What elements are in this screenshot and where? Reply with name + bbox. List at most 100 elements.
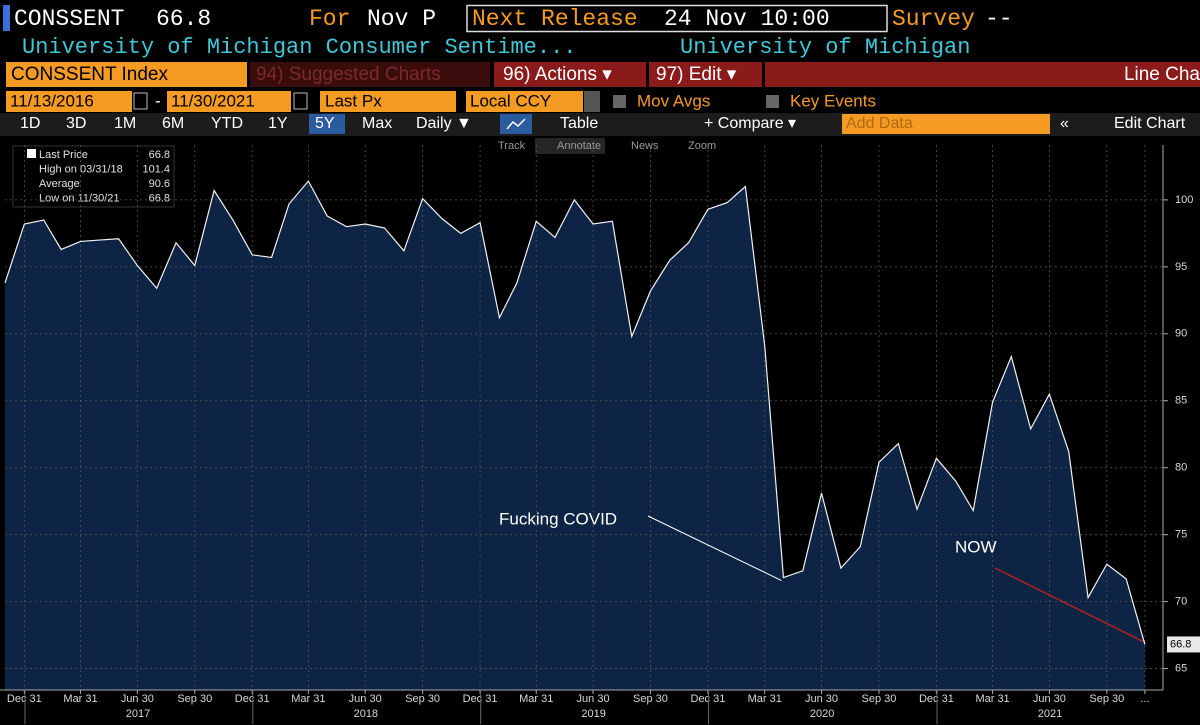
stat-label: Last Price bbox=[39, 149, 88, 161]
calendar-icon[interactable] bbox=[133, 92, 148, 110]
frequency[interactable]: Daily ▼ bbox=[416, 115, 472, 132]
key-events: Key Events bbox=[790, 91, 876, 110]
y-tick-label: 85 bbox=[1175, 395, 1187, 407]
x-tick-label: Sep 30 bbox=[1089, 693, 1124, 705]
annotation: NOW bbox=[955, 537, 997, 556]
x-tick-label: Dec 31 bbox=[235, 693, 270, 705]
x-tick-label: Sep 30 bbox=[405, 693, 440, 705]
y-tick-label: 95 bbox=[1175, 261, 1187, 273]
x-tick-label: Dec 31 bbox=[690, 693, 725, 705]
x-tick-label: Sep 30 bbox=[633, 693, 668, 705]
source: University of Michigan bbox=[680, 35, 970, 60]
x-tick-label: Sep 30 bbox=[177, 693, 212, 705]
y-tick-label: 80 bbox=[1175, 462, 1187, 474]
x-tick-label: Jun 30 bbox=[121, 693, 154, 705]
x-tick-label: Mar 31 bbox=[975, 693, 1009, 705]
end-field[interactable] bbox=[167, 91, 291, 112]
x-tick-label: Jun 30 bbox=[349, 693, 382, 705]
period-button[interactable]: 1Y bbox=[268, 115, 288, 132]
compare-button[interactable]: + Compare ▾ bbox=[704, 115, 796, 132]
calendar-icon[interactable] bbox=[293, 92, 308, 110]
year-label: 2020 bbox=[810, 708, 834, 720]
start-date: 11/13/2016 bbox=[10, 91, 94, 110]
checkbox[interactable] bbox=[613, 95, 626, 108]
x-tick-label: Mar 31 bbox=[63, 693, 97, 705]
period-button[interactable]: 6M bbox=[162, 115, 184, 132]
release-box bbox=[466, 4, 888, 33]
annotation-arrow bbox=[994, 567, 1144, 643]
period-button[interactable]: 1M bbox=[114, 115, 136, 132]
last-value-label: 66.8 bbox=[1170, 638, 1191, 650]
y-tick-label: 65 bbox=[1175, 662, 1187, 674]
field: Last Px bbox=[325, 91, 382, 110]
actions: 96) Actions ▾ bbox=[503, 64, 612, 85]
x-tick-label: Dec 31 bbox=[919, 693, 954, 705]
stat-label: Average bbox=[39, 178, 80, 190]
chart-tool[interactable]: News bbox=[631, 140, 659, 152]
area bbox=[5, 181, 1145, 690]
edit: 97) Edit ▾ bbox=[656, 64, 737, 85]
date-dash: - bbox=[155, 91, 161, 110]
x-tick-label: ... bbox=[1140, 693, 1149, 705]
mov-avgs: Mov Avgs bbox=[637, 91, 710, 110]
edit-chart[interactable]: Edit Chart bbox=[1114, 115, 1186, 132]
collapse[interactable]: « bbox=[1060, 115, 1069, 132]
annotation-arrow bbox=[647, 515, 782, 581]
chart-type: Line Cha bbox=[1124, 64, 1200, 85]
period-button[interactable]: Max bbox=[362, 115, 392, 132]
last-value-box bbox=[1167, 636, 1200, 653]
x-tick-label: Dec 31 bbox=[7, 693, 42, 705]
field-select[interactable] bbox=[320, 91, 456, 112]
x-tick-label: Sep 30 bbox=[862, 693, 897, 705]
security: CONSSENT Index bbox=[11, 64, 168, 85]
description: University of Michigan Consumer Sentime.… bbox=[22, 35, 577, 60]
legend-swatch bbox=[27, 149, 36, 158]
checkbox[interactable] bbox=[766, 95, 779, 108]
cursor-block bbox=[3, 5, 10, 31]
period-button[interactable]: 1D bbox=[20, 115, 40, 132]
period-button[interactable]: 3D bbox=[66, 115, 86, 132]
chart-tool[interactable]: Annotate bbox=[557, 140, 601, 152]
year-label: 2021 bbox=[1038, 708, 1062, 720]
suggested: 94) Suggested Charts bbox=[256, 64, 441, 85]
dropdown-arrow[interactable] bbox=[584, 91, 600, 112]
add-data-field[interactable] bbox=[842, 114, 1050, 134]
currency-select[interactable] bbox=[466, 91, 583, 112]
stat-value: 66.8 bbox=[149, 149, 170, 161]
edit-button[interactable] bbox=[649, 62, 762, 87]
period-button[interactable]: 5Y bbox=[315, 115, 335, 132]
actions-button[interactable] bbox=[494, 62, 646, 87]
suggested-button[interactable] bbox=[250, 62, 490, 87]
tool-highlight bbox=[535, 138, 605, 154]
line-icon bbox=[506, 118, 526, 130]
period-selected bbox=[309, 114, 345, 134]
year-label: 2017 bbox=[126, 708, 150, 720]
year-label: 2018 bbox=[354, 708, 378, 720]
security-field[interactable] bbox=[6, 62, 247, 87]
start-field[interactable] bbox=[6, 91, 132, 112]
release-label: Next Release bbox=[472, 6, 638, 32]
line bbox=[4, 180, 1146, 645]
table-button[interactable]: Table bbox=[560, 115, 598, 132]
for-label: For bbox=[309, 6, 350, 32]
end-date: 11/30/2021 bbox=[171, 91, 255, 110]
stat-value: 66.8 bbox=[149, 192, 170, 204]
y-tick-label: 75 bbox=[1175, 529, 1187, 541]
x-tick-label: Mar 31 bbox=[291, 693, 325, 705]
y-tick-label: 100 bbox=[1175, 194, 1193, 206]
stat-label: Low on 11/30/21 bbox=[39, 192, 120, 204]
chart: Track Annotate News Zoom Last Price 66.8 High … bbox=[0, 138, 1200, 724]
period-button[interactable]: YTD bbox=[211, 115, 243, 132]
ticker: CONSSENT bbox=[14, 6, 124, 32]
chart-tool[interactable]: Track bbox=[498, 140, 526, 152]
y-tick-label: 70 bbox=[1175, 596, 1187, 608]
last-value: 66.8 bbox=[156, 6, 211, 32]
add-data: Add Data bbox=[846, 115, 913, 132]
x-tick-label: Dec 31 bbox=[463, 693, 498, 705]
x-tick-label: Jun 30 bbox=[577, 693, 610, 705]
survey-label: Survey bbox=[892, 6, 975, 32]
chart-tool[interactable]: Zoom bbox=[688, 140, 716, 152]
period: Nov P bbox=[367, 6, 436, 32]
release-time: 24 Nov 10:00 bbox=[664, 6, 830, 32]
